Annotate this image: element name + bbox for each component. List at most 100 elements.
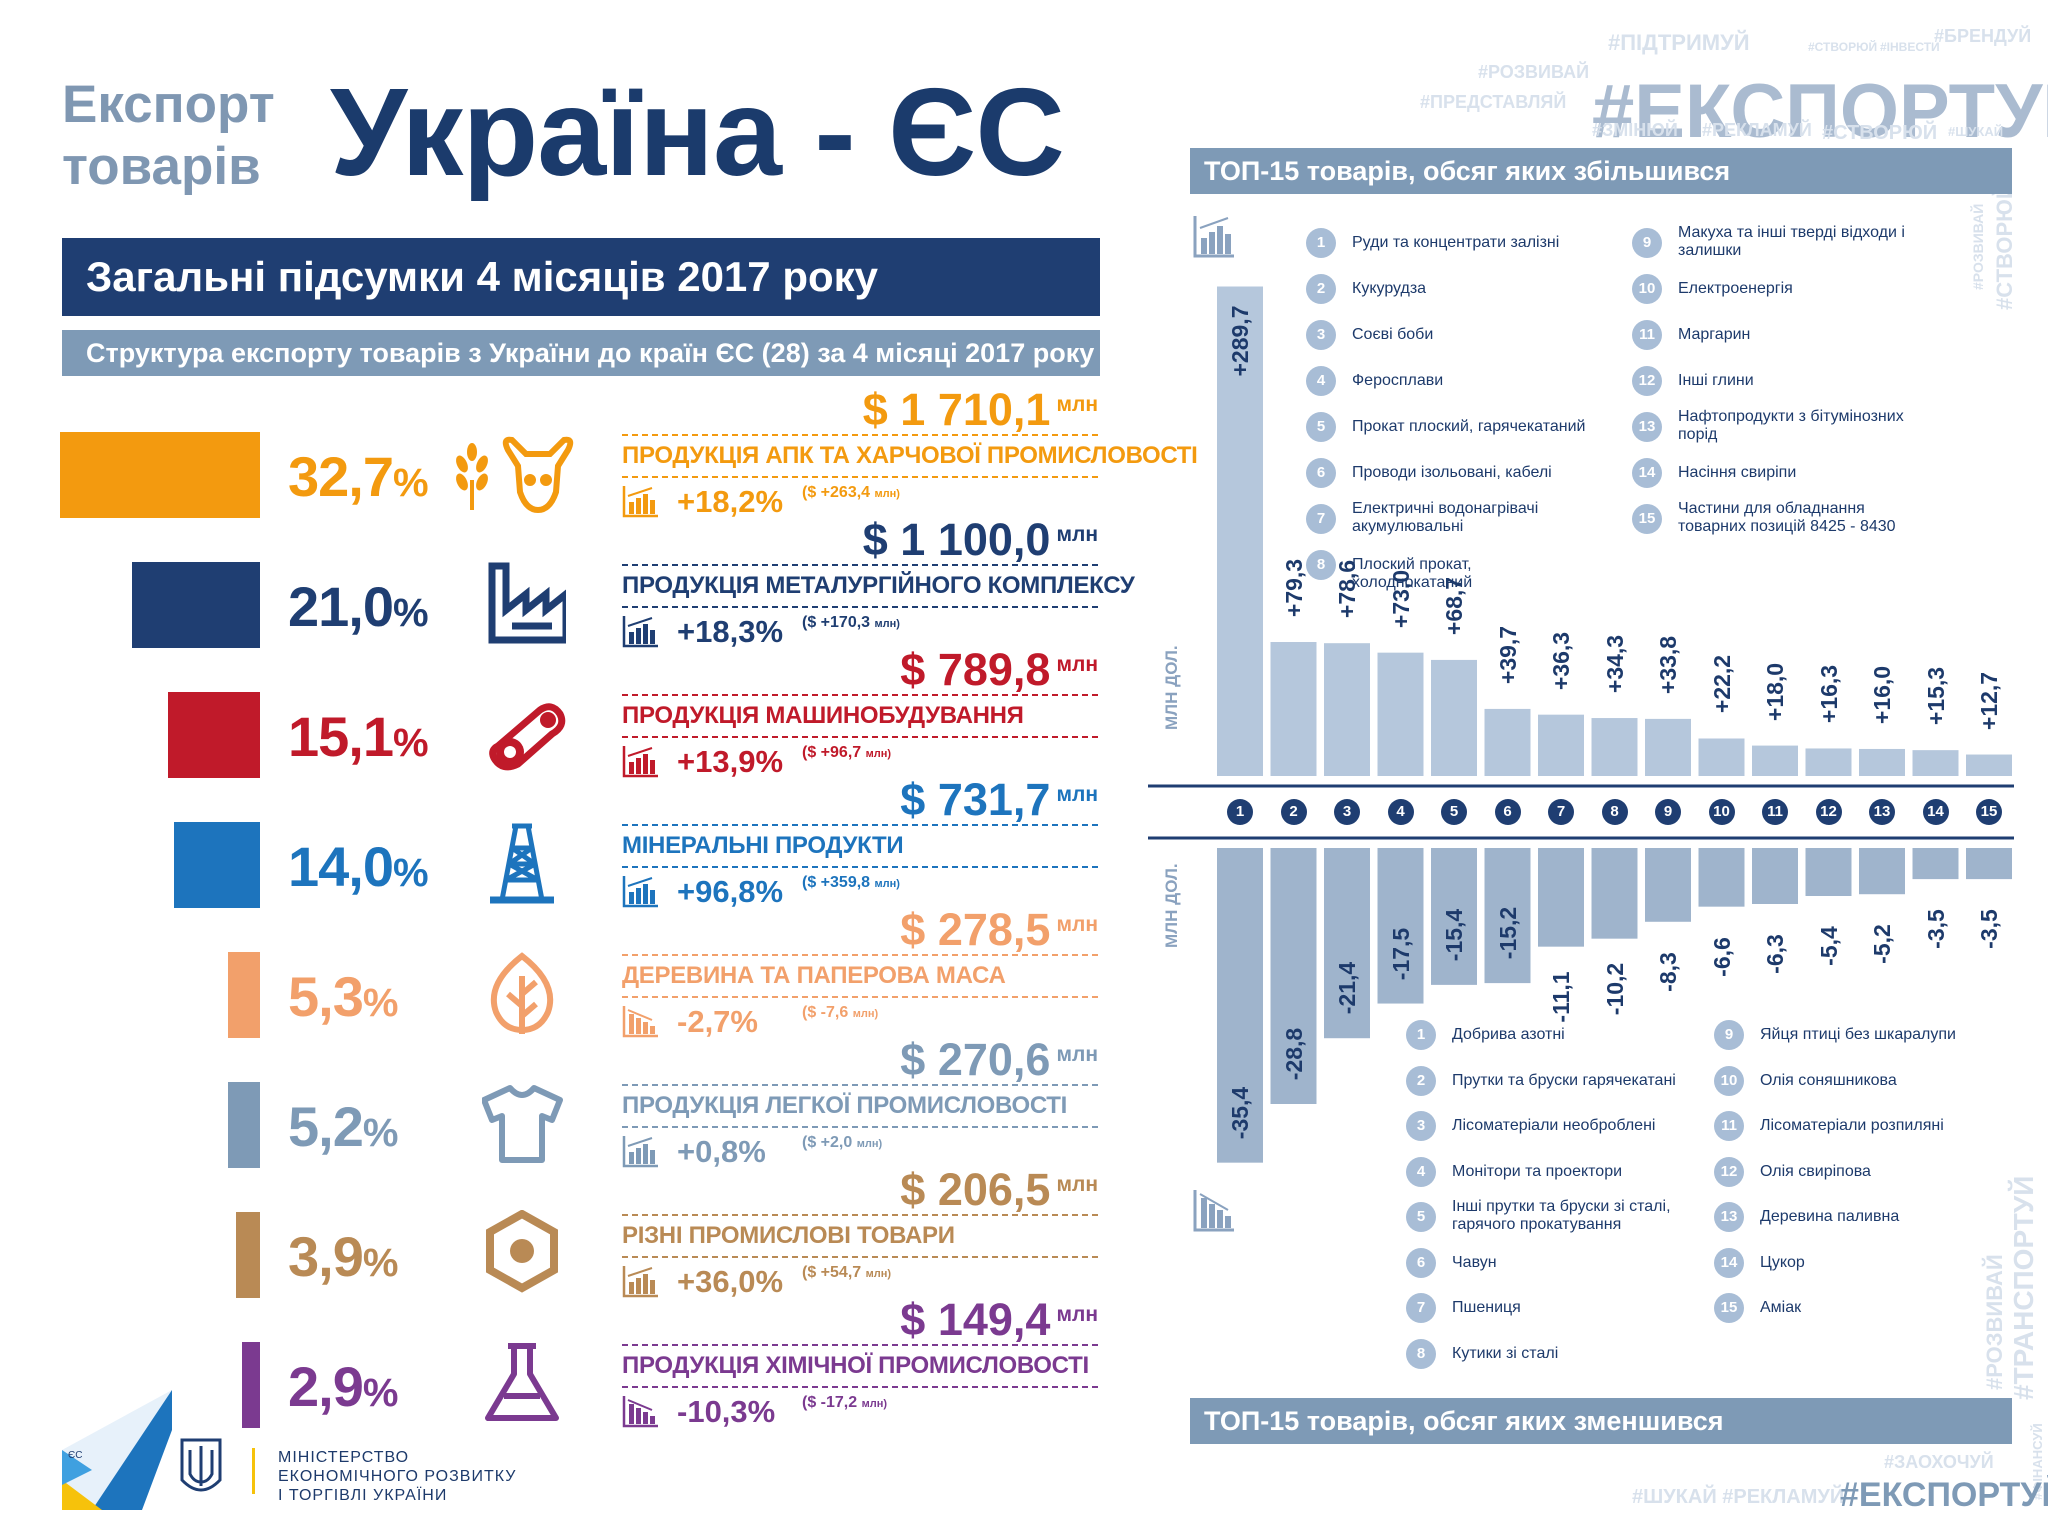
- category-info-5: $ 278,5 млн ДЕРЕВИНА ТА ПАПЕРОВА МАСА -2,7%…: [622, 904, 1098, 1039]
- oil-derrick-icon: [490, 823, 554, 904]
- divider: [622, 954, 1098, 956]
- change-percent: +0,8%: [677, 1134, 766, 1169]
- share-block-5: [227, 952, 260, 1038]
- category-info-7: $ 206,5 млн РІЗНІ ПРОМИСЛОВІ ТОВАРИ +36,0% (…: [622, 1164, 1098, 1299]
- share-label-3: 15,1%: [288, 704, 429, 769]
- decrease-bar-11: [1752, 848, 1798, 904]
- bottom-hashtag-main: #ЕКСПОРТУЙ: [1840, 1476, 2048, 1514]
- share-label-1: 32,7%: [288, 444, 429, 509]
- category-name: МІНЕРАЛЬНІ ПРОДУКТИ: [622, 832, 904, 859]
- increase-bar-11: [1752, 745, 1798, 776]
- divider: [622, 1214, 1098, 1216]
- change-absolute-value: ($ +2,0: [802, 1134, 853, 1151]
- share-value: 32,7: [288, 445, 394, 508]
- value-unit: млн: [1056, 393, 1098, 416]
- share-block-7: [236, 1212, 260, 1298]
- category-info-3: $ 789,8 млн ПРОДУКЦІЯ МАШИНОБУДУВАННЯ +13,9…: [622, 644, 1098, 779]
- category-value: $ 278,5 млн: [900, 904, 1098, 956]
- decrease-bar-3: [1324, 848, 1370, 1039]
- ministry-line-1: МІНІСТЕРСТВО: [278, 1449, 410, 1466]
- percent-sign: %: [362, 1111, 399, 1155]
- change-absolute-unit: млн): [874, 618, 900, 630]
- increase-bar-10: [1698, 738, 1745, 776]
- category-value: $ 789,8 млн: [900, 644, 1098, 696]
- share-block-8: [242, 1342, 260, 1428]
- category-info-4: $ 731,7 млн МІНЕРАЛЬНІ ПРОДУКТИ +96,8% ($ +3…: [622, 774, 1098, 909]
- category-value: $ 1 710,1 млн: [863, 384, 1098, 436]
- decrease-bar-5: [1431, 848, 1477, 985]
- category-value: $ 731,7 млн: [900, 774, 1098, 826]
- change-absolute: ($ -17,2 млн): [802, 1394, 887, 1412]
- share-block-1: [60, 432, 260, 518]
- change-percent: -10,3%: [677, 1394, 776, 1429]
- flask-icon: [485, 1343, 559, 1421]
- share-value: 5,2: [288, 1095, 364, 1158]
- category-name: РІЗНІ ПРОМИСЛОВІ ТОВАРИ: [622, 1222, 955, 1249]
- category-value: $ 149,4 млн: [900, 1294, 1098, 1346]
- trend-up-icon: [622, 744, 660, 778]
- top15-decrease-header: ТОП-15 товарів, обсяг яких зменшився: [1190, 1398, 2012, 1444]
- value-amount: $ 1 710,1: [862, 384, 1051, 435]
- share-label-2: 21,0%: [288, 574, 429, 639]
- value-unit: млн: [1056, 1043, 1098, 1066]
- category-value: $ 1 100,0 млн: [863, 514, 1098, 566]
- hashtag-3: #БРЕНДУЙ: [1934, 26, 2032, 46]
- hashtag-7: #РЕКЛАМУЙ: [1702, 120, 1812, 140]
- increase-bar-5: [1431, 659, 1477, 776]
- hashtag-5: #ПРЕДСТАВЛЯЙ: [1420, 92, 1567, 112]
- divider: [622, 866, 1098, 868]
- increase-bar-13: [1859, 748, 1905, 776]
- change-absolute-unit: млн): [874, 488, 900, 500]
- value-amount: $ 731,7: [900, 774, 1051, 825]
- increase-bar-15: [1966, 754, 2012, 776]
- value-amount: $ 206,5: [900, 1164, 1051, 1215]
- change-absolute: ($ +263,4 млн): [802, 484, 900, 502]
- change-absolute-value: ($ +359,8: [802, 874, 871, 891]
- divider: [622, 736, 1098, 738]
- title-small-line-2: товарів: [62, 137, 261, 196]
- share-label-4: 14,0%: [288, 834, 429, 899]
- top15-increase-header: ТОП-15 товарів, обсяг яких збільшився: [1190, 148, 2012, 194]
- divider: [622, 476, 1098, 478]
- change-percent: +13,9%: [677, 744, 784, 779]
- value-amount: $ 789,8: [900, 644, 1051, 695]
- value-unit: млн: [1056, 913, 1098, 936]
- increase-bar-6: [1484, 708, 1531, 776]
- decrease-bar-12: [1805, 848, 1852, 896]
- category-info-2: $ 1 100,0 млн ПРОДУКЦІЯ МЕТАЛУРГІЙНОГО КОМ…: [622, 514, 1135, 649]
- change-absolute: ($ +54,7 млн): [802, 1264, 891, 1282]
- increase-bar-2: [1270, 642, 1317, 776]
- divider: [622, 1344, 1098, 1346]
- percent-sign: %: [393, 591, 429, 635]
- divider: [622, 1256, 1098, 1258]
- bottom-hashtag-small: #ЗАОХОЧУЙ: [1884, 1452, 1994, 1472]
- share-label-7: 3,9%: [288, 1224, 398, 1289]
- subtitle-banner: Загальні підсумки 4 місяців 2017 року: [62, 238, 1100, 316]
- trend-down-icon: [622, 1394, 660, 1428]
- factory-icon: [488, 562, 566, 644]
- share-value: 2,9: [288, 1355, 364, 1418]
- category-value: $ 206,5 млн: [900, 1164, 1098, 1216]
- category-name: ПРОДУКЦІЯ МАШИНОБУДУВАННЯ: [622, 702, 1024, 729]
- increase-bar-9: [1645, 718, 1691, 776]
- percent-sign: %: [362, 1371, 399, 1415]
- change-percent: -2,7%: [677, 1004, 758, 1039]
- hashtag-1: #СТВОРЮЙ: [1808, 40, 1878, 54]
- leaf-icon: [490, 952, 554, 1034]
- divider: [622, 606, 1098, 608]
- decrease-bar-15: [1966, 848, 2012, 880]
- share-label-6: 5,2%: [288, 1094, 399, 1159]
- structure-title: Структура експорту товарів з України до …: [62, 330, 1100, 376]
- hashtag-6: #ЗМІНЮЙ: [1592, 120, 1678, 140]
- decrease-bar-7: [1538, 848, 1584, 947]
- share-block-4: [174, 822, 260, 908]
- hashtag-8: #СТВОРЮЙ: [1822, 122, 1938, 144]
- percent-sign: %: [362, 981, 399, 1025]
- trident-icon: [180, 1438, 222, 1492]
- percent-sign: %: [393, 461, 429, 505]
- divider: [622, 434, 1098, 436]
- trend-up-icon: [622, 614, 660, 648]
- hashtag-main: #ЕКСПОРТУЙ: [1592, 69, 2048, 154]
- change-percent: +96,8%: [677, 874, 784, 909]
- value-amount: $ 1 100,0: [862, 514, 1051, 565]
